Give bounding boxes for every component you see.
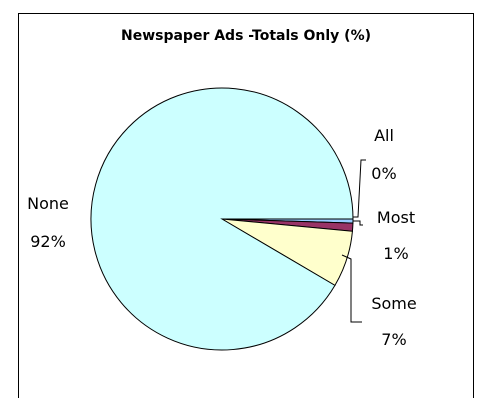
leader-line-all: [353, 159, 366, 218]
data-label-most-name: Most: [377, 208, 415, 227]
data-label-all-name: All: [374, 126, 394, 145]
data-label-some-name: Some: [371, 294, 416, 313]
leader-line-some: [341, 254, 362, 323]
data-label-none-percent: 92%: [30, 232, 66, 251]
data-label-all-percent: 0%: [371, 164, 396, 183]
chart-frame: [18, 13, 474, 398]
chart-title: Newspaper Ads -Totals Only (%): [121, 28, 371, 44]
pie-slice-none: [90, 87, 354, 351]
leader-line-most: [353, 220, 363, 226]
data-label-most-percent: 1%: [383, 244, 408, 263]
data-label-some-percent: 7%: [381, 330, 406, 349]
data-label-none-name: None: [27, 194, 69, 213]
